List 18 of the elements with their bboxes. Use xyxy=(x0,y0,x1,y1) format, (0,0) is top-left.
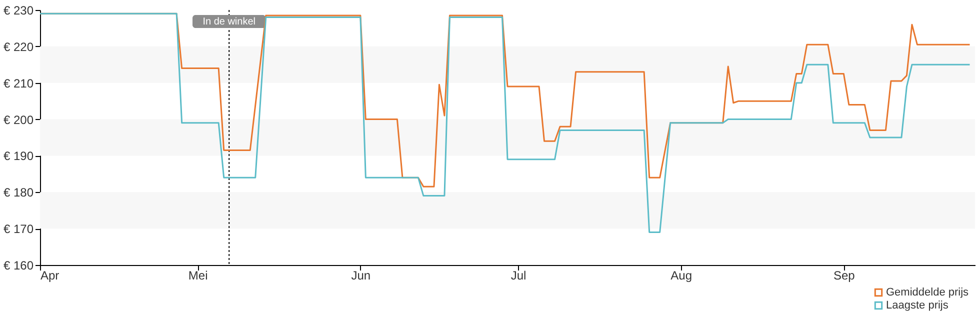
y-tick-label: € 180 xyxy=(3,186,34,200)
legend-label: Gemiddelde prijs xyxy=(886,286,970,298)
ref-line-label: In de winkel xyxy=(202,16,256,28)
legend-label: Laagste prijs xyxy=(886,300,949,312)
x-tick-label: Aug xyxy=(670,268,692,282)
y-tick-label: € 190 xyxy=(3,149,34,164)
x-tick-label: Jul xyxy=(510,268,526,282)
x-tick-label: Sep xyxy=(834,268,856,282)
y-tick-label: € 160 xyxy=(3,258,34,272)
x-tick-label: Jun xyxy=(351,268,371,282)
y-tick-label: € 220 xyxy=(3,40,34,54)
y-tick-label: € 170 xyxy=(3,222,34,236)
x-tick-label: Apr xyxy=(40,268,60,282)
line-series xyxy=(39,12,970,233)
y-tick-label: € 230 xyxy=(3,4,34,18)
x-tick-label: Mei xyxy=(188,268,208,282)
y-tick-label: € 210 xyxy=(3,76,34,90)
y-tick-label: € 200 xyxy=(3,112,34,127)
